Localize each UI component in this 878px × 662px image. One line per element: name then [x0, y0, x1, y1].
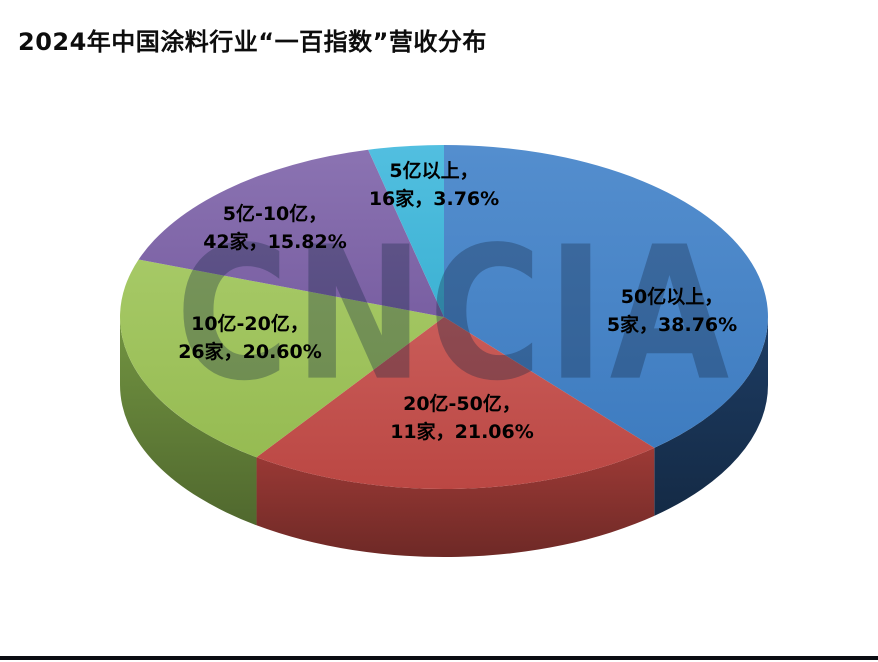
chart-title: 2024年中国涂料行业“一百指数”营收分布 — [18, 28, 487, 56]
pie-slice-5亿-10亿 — [138, 149, 444, 317]
pie-slice-side-50亿以上 — [654, 317, 768, 516]
pie-slice-side-10亿-20亿 — [120, 317, 257, 526]
pie-slice-20亿-50亿 — [256, 317, 655, 489]
pie-slice-10亿-20亿 — [119, 259, 444, 458]
pie-slice-5亿以上 — [368, 145, 444, 317]
bottom-border-line — [0, 656, 878, 660]
pie-slice-side-20亿-50亿 — [256, 447, 655, 558]
pie-slice-50亿以上 — [444, 145, 768, 448]
